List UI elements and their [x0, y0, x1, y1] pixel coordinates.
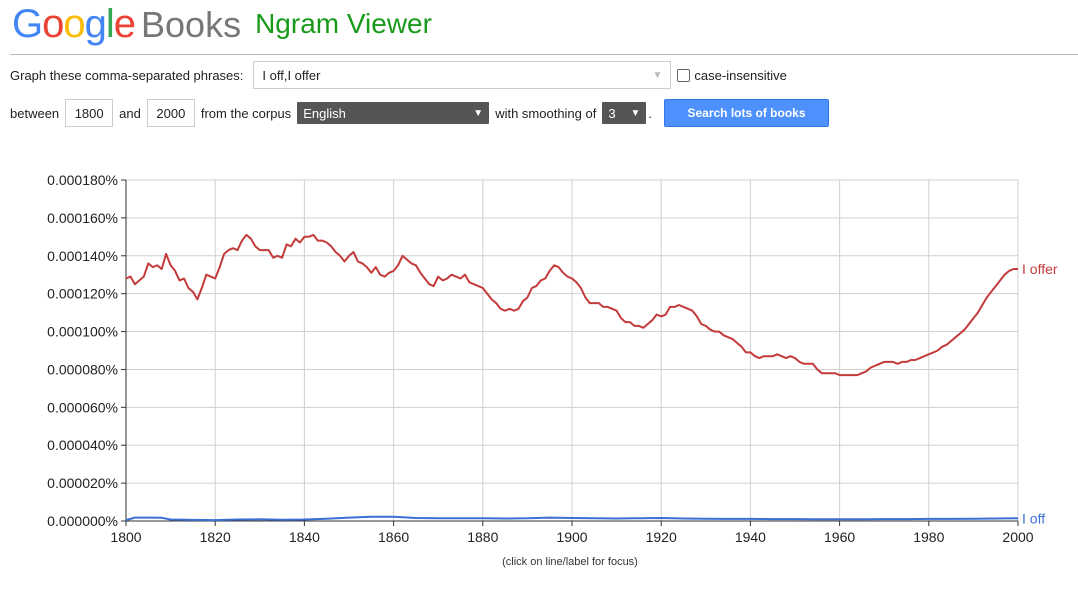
- series-line[interactable]: [125, 515, 1019, 522]
- phrases-row: Graph these comma-separated phrases: I o…: [10, 60, 787, 90]
- case-insensitive-checkbox[interactable]: [677, 68, 691, 82]
- y-tick-label: 0.000060%: [47, 399, 118, 415]
- and-label: and: [119, 105, 141, 121]
- period: .: [648, 105, 652, 121]
- x-tick-label: 1980: [913, 529, 944, 545]
- books-wordmark: Books: [141, 4, 242, 45]
- phrases-label: Graph these comma-separated phrases:: [10, 67, 244, 83]
- end-year-input[interactable]: 2000: [146, 99, 195, 127]
- y-tick-label: 0.000120%: [47, 286, 118, 302]
- phrases-value: I off,I offer: [262, 67, 321, 83]
- x-tick-label: 1900: [556, 529, 587, 545]
- series-lines: [125, 233, 1019, 522]
- smoothing-select[interactable]: 3 ▼: [602, 102, 647, 124]
- logo-letter: o: [42, 2, 64, 46]
- y-tick-label: 0.000000%: [47, 513, 118, 529]
- chevron-down-icon: ▼: [652, 70, 663, 81]
- x-tick-label: 1920: [646, 529, 677, 545]
- smoothing-value: 3: [608, 105, 616, 121]
- y-tick-label: 0.000040%: [47, 437, 118, 453]
- series-label[interactable]: I off: [1022, 510, 1045, 526]
- x-tick-label: 1840: [289, 529, 320, 545]
- app-title: Ngram Viewer: [255, 8, 432, 39]
- x-tick-label: 1880: [467, 529, 498, 545]
- x-tick-label: 1800: [110, 529, 141, 545]
- logo-letter: l: [105, 2, 115, 46]
- start-year-input[interactable]: 1800: [65, 99, 114, 127]
- logo-letter: G: [12, 2, 43, 46]
- chart-grid: [125, 179, 1019, 522]
- between-label: between: [10, 105, 60, 121]
- y-tick-label: 0.000140%: [47, 248, 118, 264]
- y-tick-label: 0.000020%: [47, 475, 118, 491]
- corpus-value: English: [303, 105, 346, 121]
- chart-footnote: (click on line/label for focus): [502, 556, 638, 568]
- logo-letter: g: [84, 2, 107, 46]
- range-row: between 1800 and 2000 from the corpus En…: [10, 98, 829, 128]
- logo-letter: e: [113, 2, 136, 46]
- corpus-select[interactable]: English ▼: [297, 102, 490, 124]
- x-tick-label: 2000: [1002, 529, 1033, 545]
- smoothing-label: with smoothing of: [495, 105, 597, 121]
- header-divider: [10, 54, 1078, 55]
- y-tick-label: 0.000080%: [47, 361, 118, 377]
- google-books-logo[interactable]: Google Books Ngram Viewer: [12, 2, 432, 50]
- x-axis-ticks: 1800 1820 1840 1860 1880 1900 1920 1940 1960 1980…: [110, 521, 1034, 545]
- series-labels: I offer I off: [1022, 261, 1058, 526]
- chevron-down-icon: ▼: [630, 107, 641, 119]
- chevron-down-icon: ▼: [473, 107, 484, 119]
- google-wordmark: Google: [12, 2, 136, 46]
- corpus-label: from the corpus: [200, 105, 292, 121]
- search-button[interactable]: Search lots of books: [663, 99, 829, 127]
- y-axis-ticks: 0.000000% 0.000020% 0.000040% 0.000060% 0.00…: [47, 172, 126, 529]
- x-tick-label: 1820: [200, 529, 231, 545]
- x-tick-label: 1860: [378, 529, 409, 545]
- phrases-input[interactable]: I off,I offer ▼: [253, 61, 672, 89]
- series-line[interactable]: [125, 233, 1018, 377]
- x-tick-label: 1960: [824, 529, 855, 545]
- y-tick-label: 0.000100%: [47, 324, 118, 340]
- logo-letter: o: [63, 2, 85, 46]
- case-insensitive-label[interactable]: case-insensitive: [694, 67, 787, 83]
- x-tick-label: 1940: [735, 529, 766, 545]
- y-tick-label: 0.000160%: [47, 210, 118, 226]
- y-tick-label: 0.000180%: [47, 172, 118, 188]
- series-label[interactable]: I offer: [1022, 261, 1058, 277]
